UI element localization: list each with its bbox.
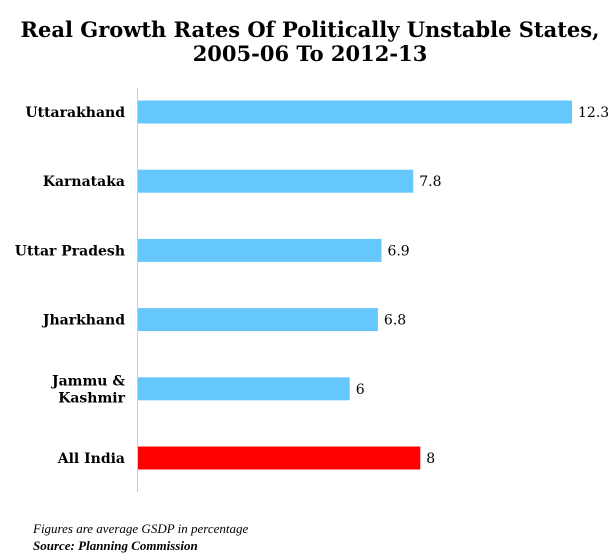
chart-title-line-1: Real Growth Rates Of Politically Unstabl… [21, 17, 600, 42]
bar-1 [138, 169, 414, 193]
category-label-2: Uttar Pradesh [15, 243, 125, 259]
value-label-0: 12.3 [578, 105, 609, 121]
category-label-1: Karnataka [43, 174, 125, 190]
bar-3 [138, 308, 378, 332]
value-label-5: 8 [426, 451, 435, 467]
value-label-4: 6 [356, 382, 365, 398]
category-label-0: Uttarakhand [25, 105, 125, 121]
bar-0 [138, 100, 572, 124]
bar-5 [138, 446, 421, 470]
bar-4 [138, 377, 350, 401]
bars: 12.3 Uttarakhand 7.8 Karnataka 6.9 Uttar Prad… [15, 100, 609, 470]
value-label-1: 7.8 [419, 174, 441, 190]
bar-2 [138, 238, 382, 262]
category-label-4-line-0: Jammu & [50, 373, 125, 389]
value-label-2: 6.9 [387, 243, 409, 259]
value-label-3: 6.8 [384, 313, 406, 329]
category-label-3: Jharkhand [41, 313, 125, 329]
footnote: Figures are average GSDP in percentage [32, 521, 249, 536]
source-note: Source: Planning Commission [33, 538, 198, 553]
category-label-4-line-1: Kashmir [58, 390, 125, 406]
chart-title-line-2: 2005-06 To 2012-13 [193, 41, 428, 66]
category-label-5: All India [57, 451, 125, 467]
